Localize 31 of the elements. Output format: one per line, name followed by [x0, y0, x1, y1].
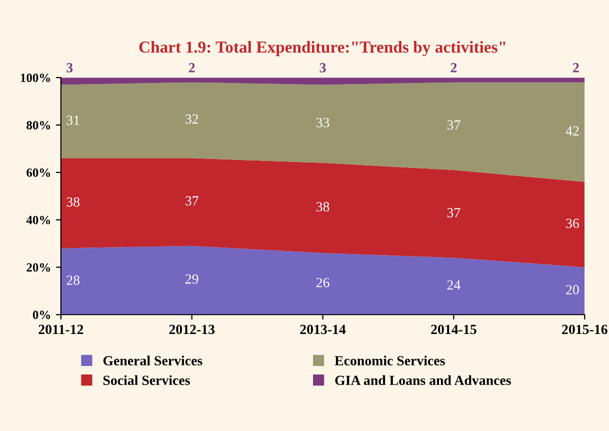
y-tick-label: 0% [32, 310, 50, 320]
x-tick-label: 2014-15 [431, 324, 476, 334]
legend-label: Economic Services [334, 356, 445, 366]
data-label: 37 [186, 196, 198, 206]
x-tick-label: 2015-16 [562, 324, 608, 334]
data-label: 3 [66, 63, 73, 72]
y-tick-label: 100% [20, 74, 50, 82]
data-label: 33 [316, 118, 330, 128]
x-tick-label: 2011-12 [38, 324, 84, 334]
data-label: 37 [447, 120, 460, 130]
y-tick-label: 60% [26, 168, 50, 177]
legend-label: General Services [103, 356, 202, 366]
data-label: 42 [566, 126, 579, 136]
data-label: 2 [573, 63, 579, 72]
data-label: 3 [320, 63, 326, 72]
data-label: 2 [450, 63, 457, 72]
data-label: 32 [186, 114, 198, 124]
x-tick-label: 2012-13 [169, 324, 215, 334]
legend-label: GIA and Loans and Advances [335, 375, 511, 386]
data-label: 36 [566, 218, 579, 228]
y-tick-label: 20% [26, 263, 50, 272]
x-tick-label: 2013-14 [300, 324, 346, 334]
data-label: 38 [66, 197, 80, 207]
legend-label: Social Services [103, 375, 190, 386]
data-label: 2 [188, 63, 195, 72]
y-tick-label: 40% [26, 216, 50, 224]
data-label: 37 [447, 208, 460, 218]
chart-title: Chart 1.9: Total Expenditure:"Trends by activities" [139, 41, 506, 56]
data-label: 38 [316, 202, 330, 212]
y-tick-label: 80% [26, 121, 50, 130]
data-label: 31 [66, 116, 80, 125]
